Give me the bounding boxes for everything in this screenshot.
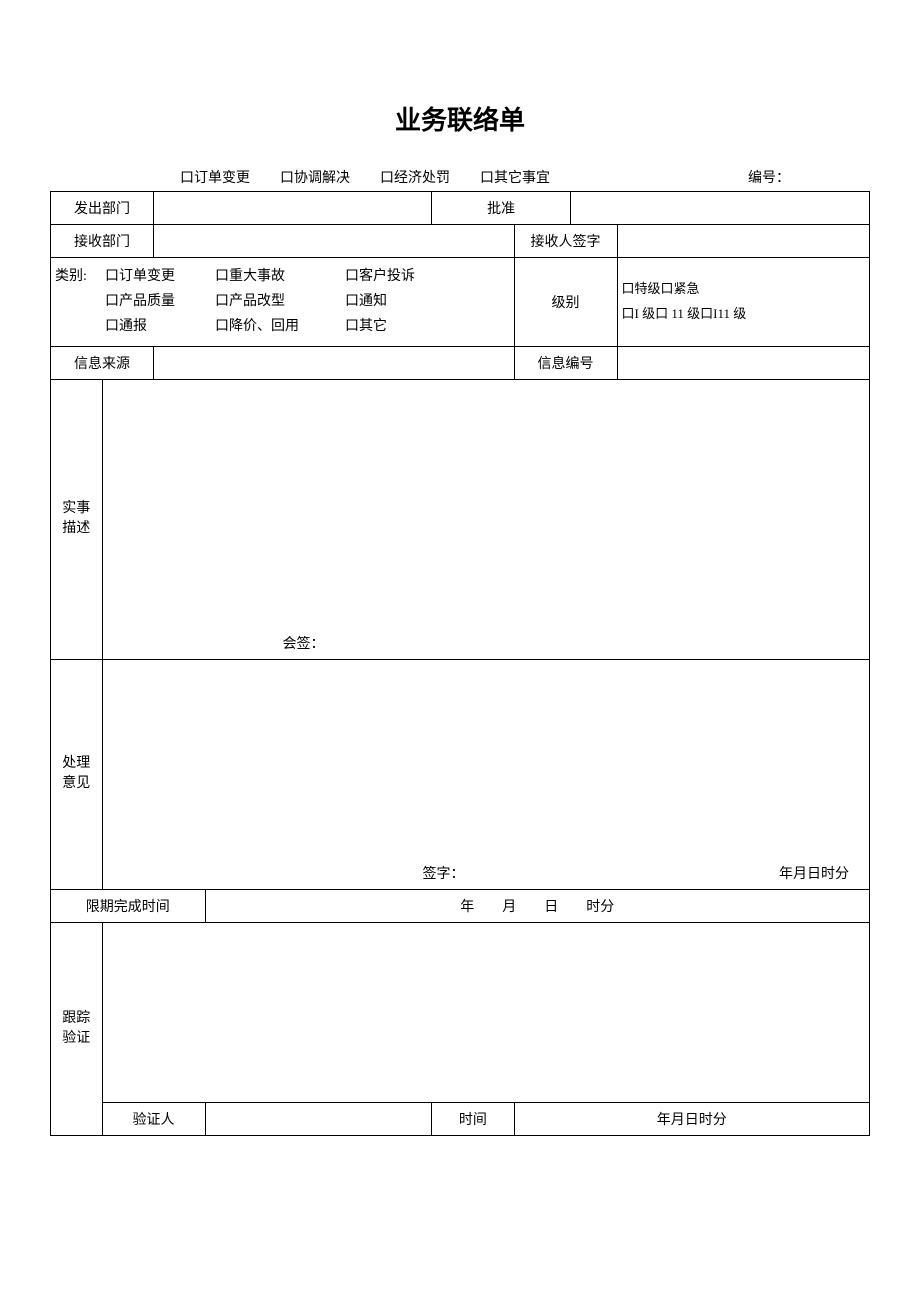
- track-datetime[interactable]: 年月日时分: [514, 1102, 869, 1135]
- info-source-value[interactable]: [154, 346, 515, 379]
- recv-dept-value[interactable]: [154, 225, 515, 258]
- cat-c1-l2: 口产品质量: [105, 289, 215, 314]
- recv-dept-label: 接收部门: [51, 225, 154, 258]
- cat-c3-l1: 口客户投诉: [345, 264, 455, 289]
- level-label: 级别: [514, 258, 617, 347]
- track-label: 跟踪 验证: [51, 922, 103, 1135]
- level-line1: 口特级口紧急: [622, 277, 865, 302]
- header-opt-2: 口协调解决: [280, 167, 350, 187]
- send-dept-value[interactable]: [154, 192, 432, 225]
- info-number-value[interactable]: [617, 346, 869, 379]
- approve-value[interactable]: [571, 192, 870, 225]
- category-label: 类别:: [55, 264, 105, 340]
- info-source-label: 信息来源: [51, 346, 154, 379]
- fact-sign-label: 会签：: [283, 633, 325, 653]
- header-opt-1: 口订单变更: [180, 167, 250, 187]
- cat-c3-l2: 口通知: [345, 289, 455, 314]
- cat-c3-l3: 口其它: [345, 314, 455, 339]
- fact-content[interactable]: 会签：: [102, 379, 870, 659]
- header-options: 口订单变更 口协调解决 口经济处罚 口其它事宜 编号：: [50, 167, 870, 191]
- deadline-label: 限期完成时间: [51, 889, 206, 922]
- send-dept-label: 发出部门: [51, 192, 154, 225]
- cat-c2-l2: 口产品改型: [215, 289, 345, 314]
- cat-c2-l3: 口降价、回用: [215, 314, 345, 339]
- level-line2: 口I 级口 11 级口I11 级: [622, 302, 865, 327]
- header-number-label: 编号：: [748, 167, 790, 187]
- opinion-content[interactable]: 签字： 年月日时分: [102, 659, 870, 889]
- cat-c1-l1: 口订单变更: [105, 264, 215, 289]
- header-opt-3: 口经济处罚: [380, 167, 450, 187]
- info-number-label: 信息编号: [514, 346, 617, 379]
- recv-sign-value[interactable]: [617, 225, 869, 258]
- document-title: 业务联络单: [50, 100, 870, 137]
- verifier-value[interactable]: [205, 1102, 432, 1135]
- opinion-datetime: 年月日时分: [779, 863, 849, 883]
- level-options[interactable]: 口特级口紧急 口I 级口 11 级口I11 级: [617, 258, 869, 347]
- opinion-sign-label: 签字：: [423, 863, 465, 883]
- form-table: 发出部门 批准 接收部门 接收人签字 类别: 口订单变更 口产品质量 口通报 口…: [50, 191, 870, 1136]
- cat-c2-l1: 口重大事故: [215, 264, 345, 289]
- deadline-value[interactable]: 年 月 日 时分: [205, 889, 870, 922]
- recv-sign-label: 接收人签字: [514, 225, 617, 258]
- time-label: 时间: [432, 1102, 514, 1135]
- category-cell[interactable]: 类别: 口订单变更 口产品质量 口通报 口重大事故 口产品改型 口降价、回用 口…: [51, 258, 515, 347]
- approve-label: 批准: [432, 192, 571, 225]
- verifier-label: 验证人: [102, 1102, 205, 1135]
- cat-c1-l3: 口通报: [105, 314, 215, 339]
- fact-label: 实事 描述: [51, 379, 103, 659]
- opinion-label: 处理 意见: [51, 659, 103, 889]
- track-content[interactable]: [102, 922, 870, 1102]
- header-opt-4: 口其它事宜: [480, 167, 550, 187]
